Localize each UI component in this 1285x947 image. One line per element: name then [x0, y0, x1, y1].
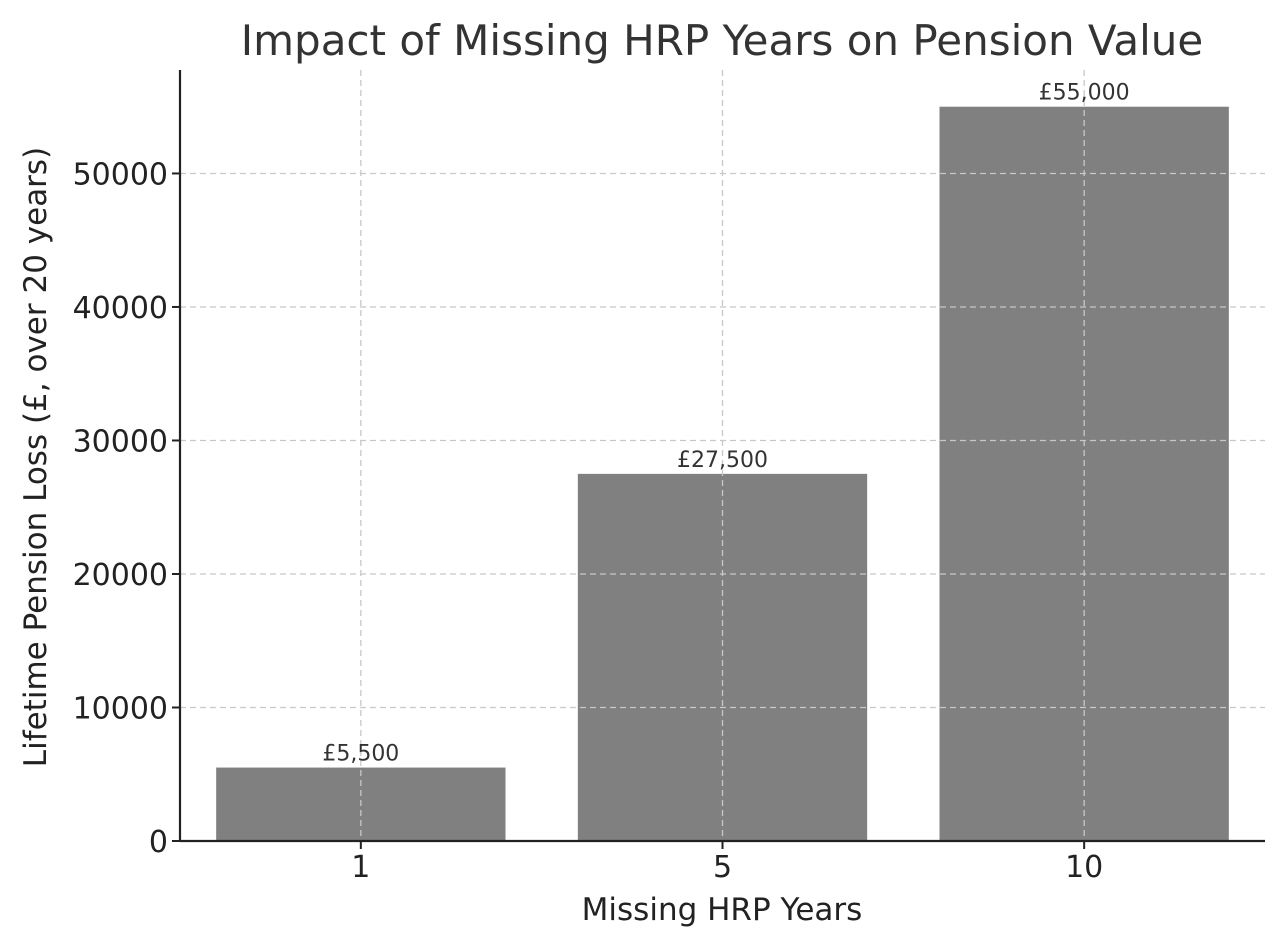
y-tick-label: 40000 [73, 291, 168, 326]
y-tick-label: 30000 [73, 424, 168, 459]
y-tick-label: 10000 [73, 691, 168, 726]
data-labels: £5,500 £27,500 £55,000 [322, 81, 1129, 767]
x-tick-label: 1 [351, 850, 370, 885]
data-label: £5,500 [322, 742, 399, 767]
data-label: £27,500 [677, 448, 768, 473]
y-axis-label: Lifetime Pension Loss (£, over 20 years) [18, 147, 54, 767]
data-label: £55,000 [1039, 81, 1130, 106]
ticks: 0 10000 20000 30000 40000 50000 1 5 10 [73, 157, 1104, 885]
y-tick-label: 20000 [73, 558, 168, 593]
x-tick-label: 10 [1065, 850, 1103, 885]
y-tick-label: 50000 [73, 157, 168, 192]
y-tick-label: 0 [149, 825, 168, 860]
x-tick-label: 5 [713, 850, 732, 885]
grid-lines [180, 70, 1265, 841]
x-axis-label: Missing HRP Years [582, 892, 863, 928]
chart-title: Impact of Missing HRP Years on Pension V… [241, 16, 1204, 65]
